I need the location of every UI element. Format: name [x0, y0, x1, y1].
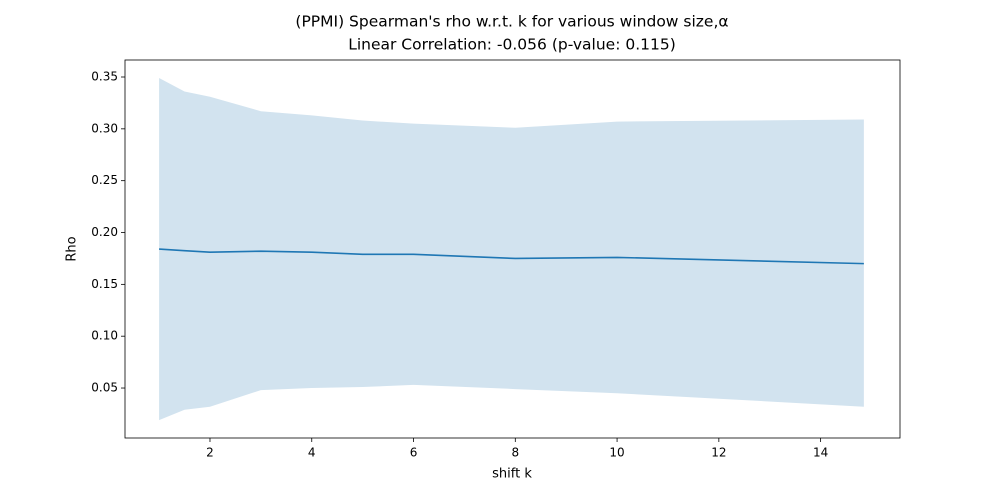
- plot-frame: [124, 59, 901, 439]
- x-tick-label: 4: [308, 446, 316, 460]
- x-axis-label: shift k: [492, 467, 532, 482]
- chart-subtitle: Linear Correlation: -0.056 (p-value: 0.1…: [348, 36, 676, 54]
- x-tick-label: 14: [813, 446, 828, 460]
- x-tick-label: 12: [711, 446, 726, 460]
- x-tick-label: 2: [206, 446, 214, 460]
- confidence-band: [159, 78, 864, 421]
- y-axis-label: Rho: [65, 236, 80, 261]
- y-tick-label: 0.10: [91, 329, 118, 343]
- x-tick-label: 6: [410, 446, 418, 460]
- y-tick-label: 0.20: [91, 225, 118, 239]
- y-tick-label: 0.15: [91, 277, 118, 291]
- line: [159, 248, 864, 265]
- x-tick-label: 8: [511, 446, 519, 460]
- y-tick-label: 0.05: [91, 381, 118, 395]
- chart-title: (PPMI) Spearman's rho w.r.t. k for vario…: [295, 13, 728, 31]
- x-tick-label: 10: [609, 446, 624, 460]
- y-tick-label: 0.35: [91, 70, 118, 84]
- y-tick-label: 0.25: [91, 173, 118, 187]
- y-tick-label: 0.30: [91, 121, 118, 135]
